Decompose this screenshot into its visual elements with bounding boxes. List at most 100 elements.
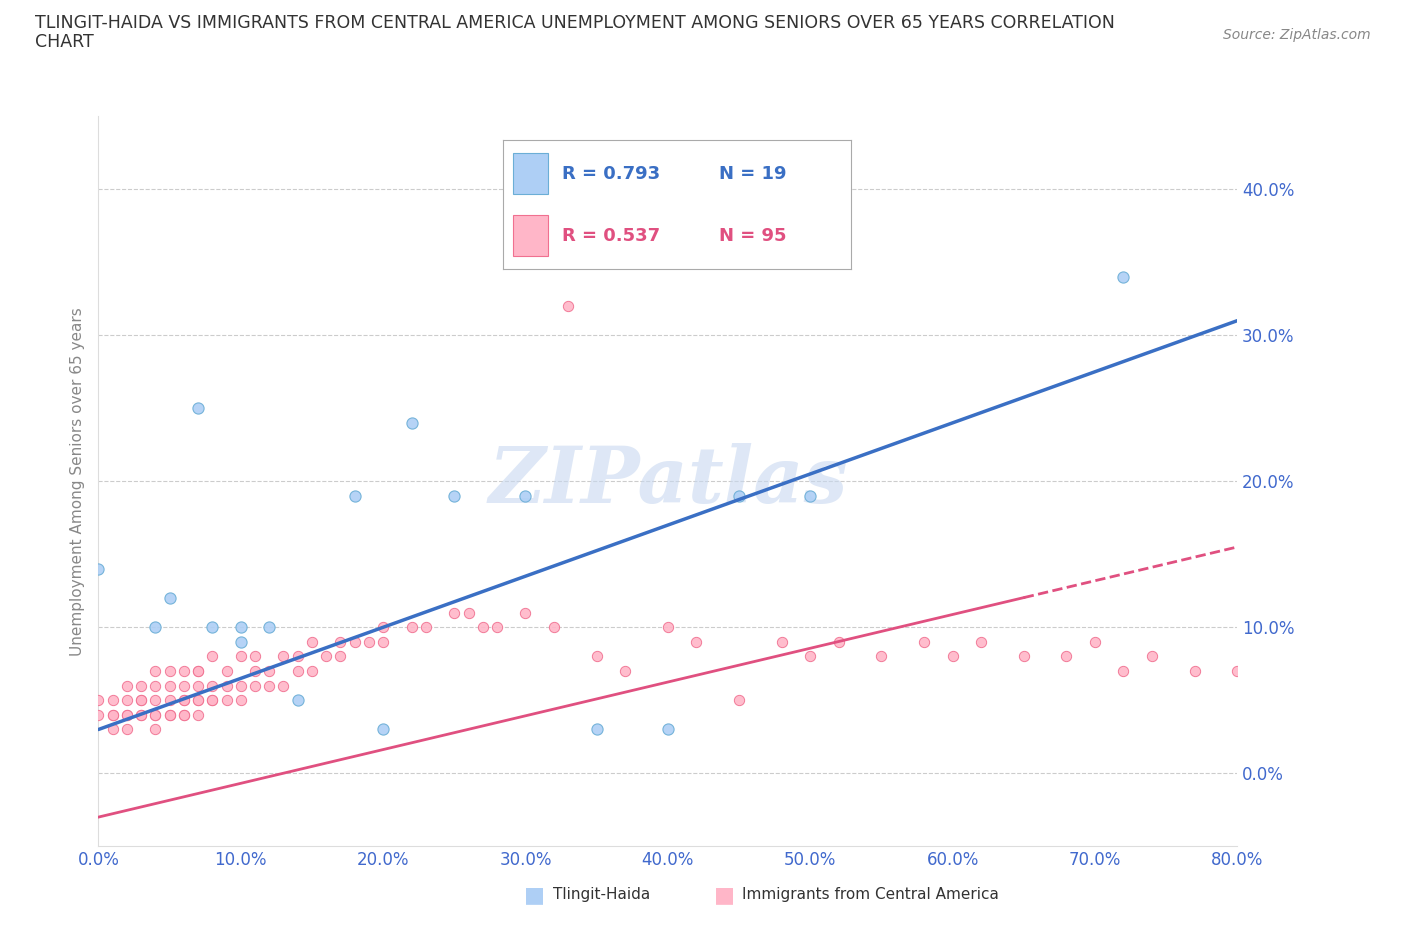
Point (115, 693, 138, 708)
Point (187, 708, 209, 723)
Point (870, 649, 893, 664)
Point (145, 708, 167, 723)
Text: N = 19: N = 19 (718, 165, 786, 183)
Text: ZIPatlas: ZIPatlas (488, 443, 848, 520)
Point (159, 591, 181, 605)
Point (159, 693, 181, 708)
Point (129, 693, 152, 708)
Y-axis label: Unemployment Among Seniors over 65 years: Unemployment Among Seniors over 65 years (69, 307, 84, 656)
Point (115, 678, 138, 693)
Point (828, 634, 851, 649)
Point (129, 708, 152, 723)
Point (145, 620, 167, 635)
Point (87, 693, 110, 708)
Text: Immigrants from Central America: Immigrants from Central America (742, 887, 1000, 902)
Point (187, 664, 209, 679)
Point (259, 620, 281, 635)
Point (115, 722, 138, 737)
Point (301, 634, 323, 649)
Point (187, 693, 209, 708)
Point (1012, 649, 1035, 664)
Point (173, 693, 195, 708)
Point (145, 708, 167, 723)
Point (401, 416, 423, 431)
Point (259, 678, 281, 693)
Point (657, 620, 679, 635)
Point (343, 488, 366, 503)
Point (229, 649, 252, 664)
Text: R = 0.537: R = 0.537 (562, 227, 659, 245)
Point (471, 620, 494, 635)
Point (912, 634, 935, 649)
Point (770, 634, 793, 649)
Point (942, 649, 965, 664)
Point (443, 605, 465, 620)
Point (329, 649, 352, 664)
Point (1112, 664, 1135, 679)
Point (373, 634, 395, 649)
Text: CHART: CHART (35, 33, 94, 50)
Point (443, 488, 465, 503)
Point (187, 693, 209, 708)
Point (173, 693, 195, 708)
Point (159, 678, 181, 693)
Point (215, 664, 238, 679)
Point (129, 678, 152, 693)
Point (229, 693, 252, 708)
Point (215, 678, 238, 693)
Point (728, 693, 751, 708)
Point (273, 649, 295, 664)
Point (1056, 649, 1078, 664)
Point (486, 620, 509, 635)
Point (1226, 664, 1249, 679)
Point (273, 678, 295, 693)
Text: R = 0.793: R = 0.793 (562, 165, 659, 183)
Point (315, 649, 337, 664)
Bar (513, 153, 548, 194)
Point (357, 634, 380, 649)
Point (373, 620, 395, 635)
Point (243, 664, 266, 679)
Point (215, 693, 238, 708)
Point (187, 401, 209, 416)
Point (101, 722, 124, 737)
Point (115, 708, 138, 723)
Text: Source: ZipAtlas.com: Source: ZipAtlas.com (1223, 28, 1371, 42)
Point (187, 664, 209, 679)
Point (685, 634, 707, 649)
Point (373, 722, 395, 737)
Point (287, 649, 309, 664)
Point (343, 634, 366, 649)
Point (515, 488, 537, 503)
Point (101, 708, 124, 723)
Point (201, 693, 224, 708)
Point (201, 693, 224, 708)
Point (657, 722, 679, 737)
Point (614, 664, 637, 679)
Point (1084, 634, 1107, 649)
Text: ■: ■ (714, 884, 734, 905)
Bar (513, 215, 548, 257)
Point (970, 634, 993, 649)
Point (229, 634, 252, 649)
Text: ■: ■ (524, 884, 544, 905)
Point (159, 708, 181, 723)
Point (287, 664, 309, 679)
Text: Tlingit-Haida: Tlingit-Haida (553, 887, 650, 902)
Point (585, 722, 607, 737)
Point (159, 708, 181, 723)
Point (329, 634, 352, 649)
Point (129, 708, 152, 723)
Point (201, 678, 224, 693)
Point (87, 708, 110, 723)
Point (201, 649, 224, 664)
Point (145, 693, 167, 708)
Point (129, 693, 152, 708)
Point (401, 620, 423, 635)
Point (159, 664, 181, 679)
Point (229, 620, 252, 635)
Point (585, 649, 607, 664)
Point (173, 678, 195, 693)
Point (1140, 649, 1163, 664)
Point (259, 664, 281, 679)
